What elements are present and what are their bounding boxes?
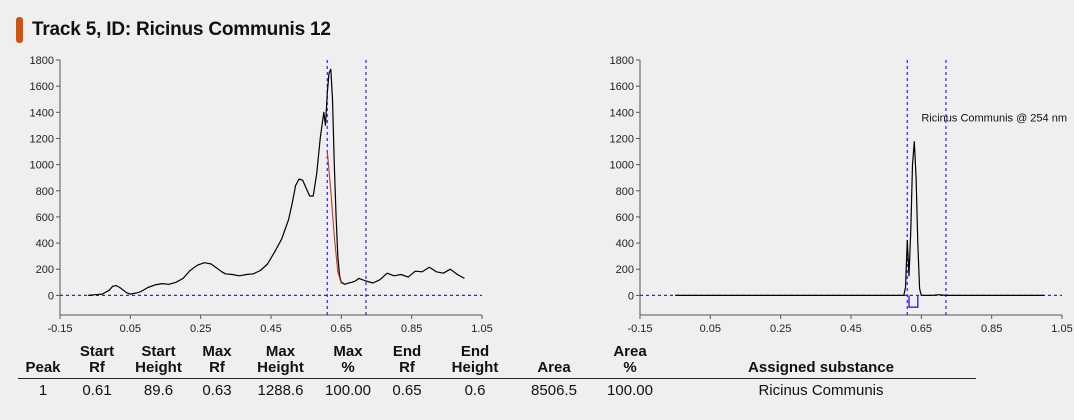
track-title: Track 5, ID: Ricinus Communis 12 <box>32 19 331 40</box>
cell-max-rf: 0.63 <box>202 382 232 399</box>
cell-area-percent: 100.00 <box>607 382 653 399</box>
cell-start-rf: 0.61 <box>82 382 112 399</box>
cell-max-height: 1288.6 <box>257 382 304 399</box>
right-peak-annotation: Ricinus Communis @ 254 nm <box>921 112 1067 124</box>
right-y-tick-label: 200 <box>616 264 634 276</box>
col-header-max-rf: Max Rf <box>202 343 232 376</box>
track-title-bar: Track 5, ID: Ricinus Communis 12 <box>16 16 331 44</box>
right-peak-box <box>908 295 919 308</box>
peak-table-header: Peak Start Rf Start Height Max Rf Max Height… <box>18 344 976 379</box>
right-y-tick-label: 1600 <box>610 81 634 93</box>
left-y-tick-label: 800 <box>36 186 54 198</box>
right-x-tick-label: 1.05 <box>1051 323 1072 335</box>
right-y-tick-label: 800 <box>616 186 634 198</box>
right-x-tick-label: 0.85 <box>981 323 1002 335</box>
right-y-tick-label: 600 <box>616 212 634 224</box>
left-series-peak-fit <box>326 151 342 284</box>
left-y-tick-label: 400 <box>36 238 54 250</box>
right-x-tick-label: -0.15 <box>627 323 652 335</box>
left-y-tick-label: 1000 <box>30 160 54 172</box>
col-header-end-rf: End Rf <box>392 343 422 376</box>
col-header-max-percent: Max% <box>333 343 363 376</box>
table-row: 1 0.61 89.6 0.63 1288.6 100.00 0.65 0.6 … <box>18 379 976 399</box>
left-series-trace <box>88 68 465 296</box>
right-y-tick-label: 1800 <box>610 55 634 67</box>
right-y-tick-label: 1000 <box>610 160 634 172</box>
right-y-tick-label: 1200 <box>610 133 634 145</box>
left-x-tick-label: 1.05 <box>471 323 492 335</box>
col-header-start-height: Start Height <box>135 343 182 376</box>
cell-end-rf: 0.65 <box>392 382 422 399</box>
title-accent-marker <box>16 17 23 43</box>
left-y-tick-label: 1800 <box>30 55 54 67</box>
left-y-tick-label: 600 <box>36 212 54 224</box>
col-header-max-height: Max Height <box>257 343 304 376</box>
left-y-tick-label: 1400 <box>30 107 54 119</box>
col-header-end-height: End Height <box>451 343 499 376</box>
left-x-tick-label: 0.05 <box>120 323 141 335</box>
cell-assigned-substance: Ricinus Communis <box>758 382 884 399</box>
col-header-assigned-substance: Assigned substance <box>748 359 894 376</box>
right-y-tick-label: 400 <box>616 238 634 250</box>
right-x-tick-label: 0.05 <box>700 323 721 335</box>
left-x-tick-label: 0.65 <box>331 323 352 335</box>
right-x-tick-label: 0.25 <box>770 323 791 335</box>
left-y-tick-label: 1200 <box>30 133 54 145</box>
cell-area: 8506.5 <box>531 382 577 399</box>
right-y-tick-label: 0 <box>628 290 634 302</box>
left-x-tick-label: 0.25 <box>190 323 211 335</box>
left-y-tick-label: 0 <box>48 290 54 302</box>
col-header-start-rf: Start Rf <box>79 343 115 376</box>
cell-end-height: 0.6 <box>464 382 486 399</box>
right-x-tick-label: 0.45 <box>840 323 861 335</box>
left-y-tick-label: 200 <box>36 264 54 276</box>
col-header-area-percent: Area% <box>613 343 647 376</box>
left-x-tick-label: 0.85 <box>401 323 422 335</box>
right-series-trace <box>675 141 1045 296</box>
cell-peak: 1 <box>38 382 48 399</box>
cell-max-percent: 100.00 <box>325 382 371 399</box>
left-x-tick-label: -0.15 <box>47 323 72 335</box>
col-header-area: Area <box>537 359 571 376</box>
right-y-tick-label: 1400 <box>610 107 634 119</box>
chromatogram-charts: 0 200 400 600 800 1000 1200 1400 1600 1800 -0.15 0.… <box>30 55 1073 335</box>
right-x-tick-label: 0.65 <box>911 323 932 335</box>
left-y-tick-label: 1600 <box>30 81 54 93</box>
col-header-peak: Peak <box>25 359 61 376</box>
peak-table: Peak Start Rf Start Height Max Rf Max Height… <box>18 344 976 399</box>
cell-start-height: 89.6 <box>143 382 174 399</box>
left-x-tick-label: 0.45 <box>260 323 281 335</box>
